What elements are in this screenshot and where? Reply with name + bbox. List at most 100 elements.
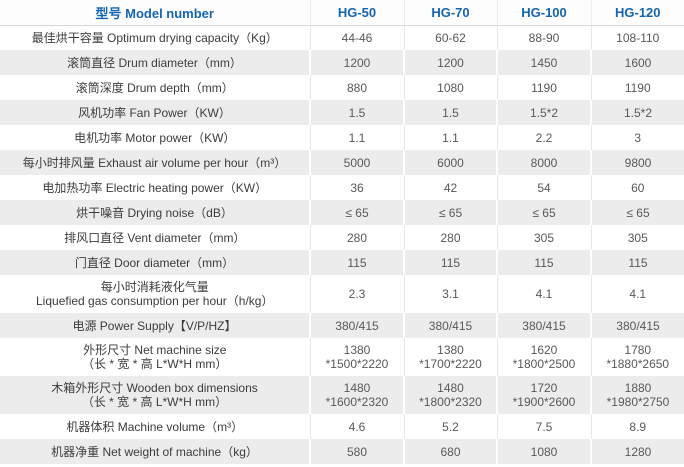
row-value: 1480 *1600*2320	[309, 376, 404, 414]
row-value: 1200	[309, 50, 404, 75]
table-row: 电源 Power Supply【V/P/HZ】 380/415 380/415 380…	[0, 313, 684, 338]
row-value: 6000	[403, 150, 497, 175]
row-value: 1.5	[403, 100, 497, 125]
table-row: 每小时消耗液化气量 Liquefied gas consumption per …	[0, 275, 684, 313]
row-label: 排风口直径 Vent diameter（mm）	[0, 225, 310, 250]
row-value: 280	[309, 225, 404, 250]
row-value: 1620 *1800*2500	[496, 338, 591, 376]
row-value: 1280	[590, 439, 684, 464]
row-value: 580	[309, 439, 404, 464]
table-body: 最佳烘干容量 Optimum drying capacity（Kg） 44-46 6…	[0, 25, 684, 464]
row-value: 1.1	[309, 125, 404, 150]
row-value: 44-46	[309, 25, 404, 50]
row-value: 88-90	[496, 25, 591, 50]
row-value: 1200	[403, 50, 497, 75]
row-value: 3.1	[403, 275, 497, 313]
row-value: 9800	[590, 150, 684, 175]
row-value: 280	[403, 225, 497, 250]
model-column-header-hg50: HG-50	[309, 0, 404, 26]
row-value: 5.2	[403, 414, 497, 439]
row-value: ≤ 65	[590, 200, 684, 225]
row-value: 1190	[496, 75, 591, 100]
table-row: 木箱外形尺寸 Wooden box dimensions （长 * 宽 * 高 …	[0, 376, 684, 414]
row-value: 108-110	[590, 25, 684, 50]
row-value: 1600	[590, 50, 684, 75]
model-column-header-hg70: HG-70	[403, 0, 497, 26]
row-label: 滚筒直径 Drum diameter（mm）	[0, 50, 310, 75]
row-value: 1190	[590, 75, 684, 100]
row-value: 1.5*2	[590, 100, 684, 125]
table-row: 机器净重 Net weight of machine（kg） 580 680 1080…	[0, 439, 684, 464]
row-label: 最佳烘干容量 Optimum drying capacity（Kg）	[0, 25, 310, 50]
row-label: 电源 Power Supply【V/P/HZ】	[0, 313, 310, 338]
table-row: 门直径 Door diameter（mm） 115 115 115 115	[0, 250, 684, 275]
table-row: 电加热功率 Electric heating power（KW） 36 42 54 60	[0, 175, 684, 200]
row-value: 880	[309, 75, 404, 100]
row-value: 1380 *1700*2220	[403, 338, 497, 376]
table-row: 风机功率 Fan Power（KW） 1.5 1.5 1.5*2 1.5*2	[0, 100, 684, 125]
row-value: 1450	[496, 50, 591, 75]
table-row: 每小时排风量 Exhaust air volume per hour（m³） 50…	[0, 150, 684, 175]
row-value: ≤ 65	[403, 200, 497, 225]
table-row: 排风口直径 Vent diameter（mm） 280 280 305 305	[0, 225, 684, 250]
row-value: ≤ 65	[309, 200, 404, 225]
row-value: 1080	[496, 439, 591, 464]
row-label: 每小时排风量 Exhaust air volume per hour（m³）	[0, 150, 310, 175]
table-header-row: 型号 Model number HG-50 HG-70 HG-100 HG-12…	[0, 0, 684, 26]
table-row: 机器体积 Machine volume（m³） 4.6 5.2 7.5 8.9	[0, 414, 684, 439]
row-label: 外形尺寸 Net machine size （长 * 宽 * 高 L*W*H m…	[0, 338, 310, 376]
row-value: 1780 *1880*2650	[590, 338, 684, 376]
row-value: 115	[403, 250, 497, 275]
row-value: 3	[590, 125, 684, 150]
row-label: 木箱外形尺寸 Wooden box dimensions （长 * 宽 * 高 …	[0, 376, 310, 414]
row-value: 1880 *1980*2750	[590, 376, 684, 414]
table-row: 最佳烘干容量 Optimum drying capacity（Kg） 44-46 6…	[0, 25, 684, 50]
row-value: 1080	[403, 75, 497, 100]
row-label: 烘干噪音 Drying noise（dB）	[0, 200, 310, 225]
row-value: 8000	[496, 150, 591, 175]
model-column-header-hg100: HG-100	[496, 0, 591, 26]
row-value: 4.1	[496, 275, 591, 313]
row-value: 380/415	[590, 313, 684, 338]
row-label: 风机功率 Fan Power（KW）	[0, 100, 310, 125]
table-row: 外形尺寸 Net machine size （长 * 宽 * 高 L*W*H m…	[0, 338, 684, 376]
row-label: 门直径 Door diameter（mm）	[0, 250, 310, 275]
row-value: 380/415	[403, 313, 497, 338]
row-value: 54	[496, 175, 591, 200]
row-value: 1720 *1900*2600	[496, 376, 591, 414]
row-value: 1.5	[309, 100, 404, 125]
row-value: 1480 *1800*2320	[403, 376, 497, 414]
row-value: 1380 *1500*2220	[309, 338, 404, 376]
row-value: ≤ 65	[496, 200, 591, 225]
row-value: 7.5	[496, 414, 591, 439]
row-value: 305	[590, 225, 684, 250]
row-value: 36	[309, 175, 404, 200]
row-value: 380/415	[309, 313, 404, 338]
row-label: 滚筒深度 Drum depth（mm）	[0, 75, 310, 100]
table-row: 滚筒直径 Drum diameter（mm） 1200 1200 1450 1600	[0, 50, 684, 75]
row-value: 380/415	[496, 313, 591, 338]
row-value: 5000	[309, 150, 404, 175]
row-value: 4.6	[309, 414, 404, 439]
row-label: 机器净重 Net weight of machine（kg）	[0, 439, 310, 464]
row-value: 1.5*2	[496, 100, 591, 125]
row-value: 4.1	[590, 275, 684, 313]
row-label: 机器体积 Machine volume（m³）	[0, 414, 310, 439]
row-value: 680	[403, 439, 497, 464]
row-value: 305	[496, 225, 591, 250]
row-value: 2.2	[496, 125, 591, 150]
row-value: 1.1	[403, 125, 497, 150]
row-label: 每小时消耗液化气量 Liquefied gas consumption per …	[0, 275, 310, 313]
row-value: 60-62	[403, 25, 497, 50]
row-value: 2.3	[309, 275, 404, 313]
row-value: 8.9	[590, 414, 684, 439]
table-row: 滚筒深度 Drum depth（mm） 880 1080 1190 1190	[0, 75, 684, 100]
row-value: 115	[590, 250, 684, 275]
row-value: 60	[590, 175, 684, 200]
row-value: 115	[309, 250, 404, 275]
row-value: 115	[496, 250, 591, 275]
model-number-header: 型号 Model number	[0, 0, 310, 26]
table-row: 烘干噪音 Drying noise（dB） ≤ 65 ≤ 65 ≤ 65 ≤ 65	[0, 200, 684, 225]
